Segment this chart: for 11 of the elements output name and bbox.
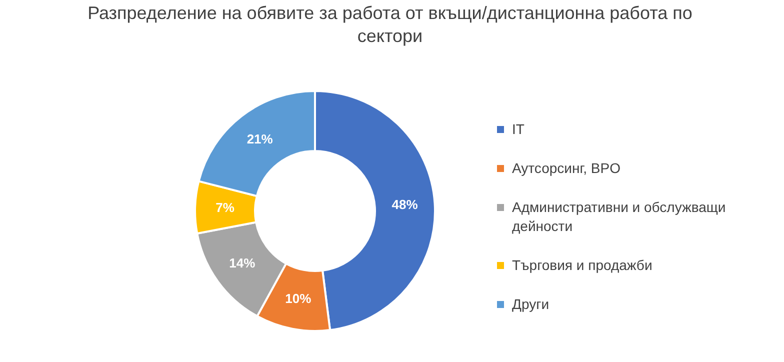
data-label: 7%: [216, 200, 235, 215]
data-label: 21%: [246, 131, 274, 146]
data-label: 10%: [285, 290, 312, 306]
legend-label: Други: [512, 295, 550, 314]
data-label: 14%: [229, 255, 256, 270]
chart-title: Разпределение на обявите за работа от вкъщи/дистанционна работа по сектори: [86, 2, 694, 48]
legend-label: Административни и обслужващи дейности: [512, 198, 727, 236]
legend-label: Аутсорсинг, BPO: [512, 159, 620, 178]
legend-label: Търговия и продажби: [512, 256, 652, 275]
legend-label: IT: [512, 120, 524, 139]
data-label: 48%: [392, 196, 418, 212]
